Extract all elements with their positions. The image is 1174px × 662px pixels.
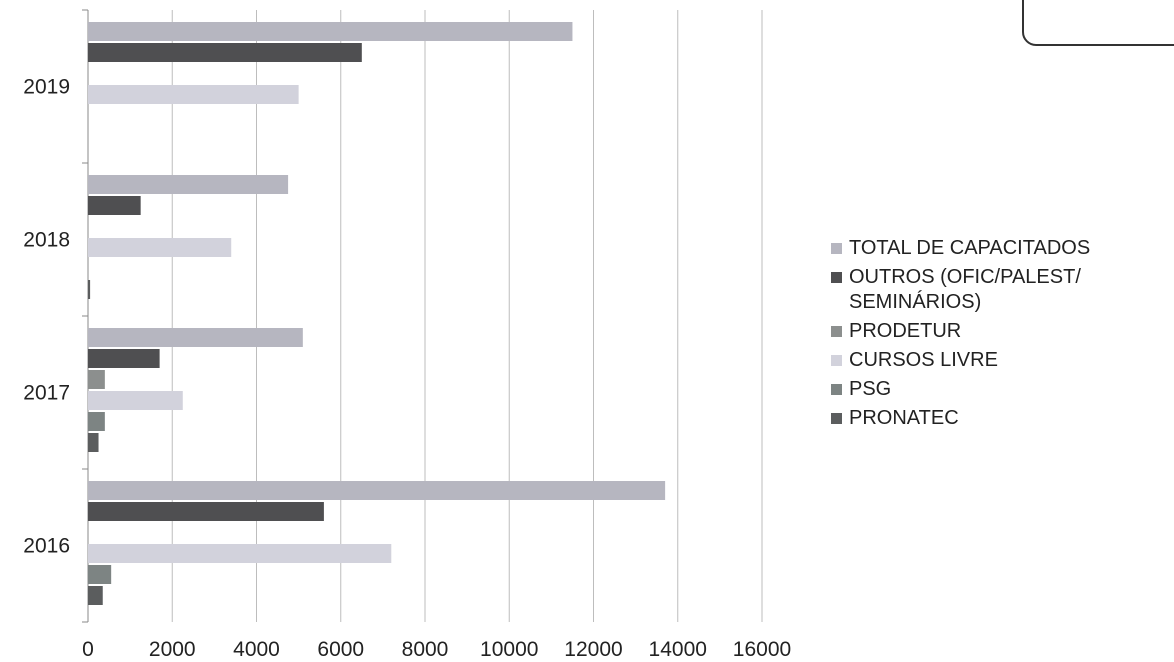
bar-2017-total <box>88 328 303 347</box>
legend-item: PRODETUR <box>831 319 1171 344</box>
bar-2016-total <box>88 481 666 500</box>
legend-item: PRONATEC <box>831 406 1171 431</box>
bar-2018-pronatec <box>88 280 91 299</box>
legend-swatch <box>831 355 842 366</box>
x-tick-label: 6000 <box>317 638 364 661</box>
bar-2019-total <box>88 22 573 41</box>
legend: TOTAL DE CAPACITADOS OUTROS (OFIC/PALEST/… <box>831 236 1171 435</box>
axis: 0 2000 4000 6000 8000 10000 12000 14000 16000 201… <box>23 9 791 661</box>
x-tick-label: 14000 <box>649 638 707 661</box>
bar-2018-cursos <box>88 238 232 257</box>
legend-swatch <box>831 384 842 395</box>
legend-item: TOTAL DE CAPACITADOS <box>831 236 1171 261</box>
legend-item: CURSOS LIVRE <box>831 348 1171 373</box>
x-tick-label: 8000 <box>402 638 449 661</box>
x-tick-label: 4000 <box>233 638 280 661</box>
bar-2016-cursos <box>88 544 392 563</box>
bar-2018-total <box>88 175 289 194</box>
legend-swatch <box>831 326 842 337</box>
bar-2017-outros <box>88 349 160 368</box>
x-tick-label: 10000 <box>480 638 538 661</box>
legend-swatch <box>831 272 842 283</box>
bar-2019-cursos <box>88 85 299 104</box>
bar-2016-pronatec <box>88 586 103 605</box>
legend-label: TOTAL DE CAPACITADOS <box>849 237 1091 259</box>
x-tick-label: 0 <box>82 638 94 661</box>
legend-label: OUTROS (OFIC/PALEST/ SEMINÁRIOS) <box>849 266 1081 313</box>
legend-item: PSG <box>831 377 1171 402</box>
legend-item: OUTROS (OFIC/PALEST/ SEMINÁRIOS) <box>831 265 1171 315</box>
bar-2016-outros <box>88 502 324 521</box>
legend-swatch <box>831 243 842 254</box>
y-category-label: 2017 <box>23 382 70 405</box>
bar-group <box>88 22 666 605</box>
legend-swatch <box>831 413 842 424</box>
x-tick-label: 12000 <box>564 638 622 661</box>
y-category-label: 2018 <box>23 229 70 252</box>
y-category-label: 2016 <box>23 535 70 558</box>
bar-2017-psg <box>88 412 105 431</box>
bar-2017-pronatec <box>88 433 99 452</box>
bar-2016-psg <box>88 565 112 584</box>
y-category-label: 2019 <box>23 76 70 99</box>
bar-2017-cursos <box>88 391 183 410</box>
legend-label: PRODETUR <box>849 320 962 342</box>
x-tick-label: 16000 <box>733 638 791 661</box>
bar-2018-outros <box>88 196 141 215</box>
legend-label: CURSOS LIVRE <box>849 349 998 371</box>
x-tick-label: 2000 <box>149 638 196 661</box>
bar-2019-outros <box>88 43 362 62</box>
bar-2017-prodetur <box>88 370 105 389</box>
stamp-box <box>1022 0 1174 46</box>
legend-label: PRONATEC <box>849 407 959 429</box>
legend-label: PSG <box>849 378 892 400</box>
